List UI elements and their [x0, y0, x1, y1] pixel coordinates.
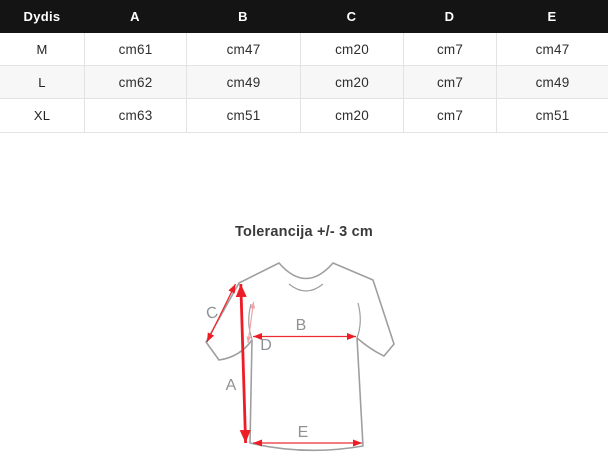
value-cell: cm7: [403, 66, 496, 99]
tshirt-outline-icon: [205, 262, 395, 452]
value-cell: cm47: [496, 33, 608, 66]
label-e: E: [298, 424, 309, 441]
value-cell: cm20: [300, 66, 403, 99]
label-b: B: [296, 317, 307, 334]
label-d: D: [260, 337, 272, 354]
label-a: A: [226, 377, 237, 394]
value-cell: cm20: [300, 99, 403, 132]
table-row-xl: XL cm63 cm51 cm20 cm7 cm51: [0, 99, 608, 132]
value-cell: cm62: [84, 66, 186, 99]
label-c: C: [204, 304, 219, 323]
measure-arrow-a: [235, 283, 251, 444]
col-header-b: B: [238, 9, 248, 24]
collar-stitch-line: [288, 283, 324, 292]
size-label: XL: [33, 108, 51, 123]
col-header-e: E: [547, 9, 557, 24]
value-cell: cm63: [84, 99, 186, 132]
measure-arrow-c: [206, 283, 237, 343]
col-header-c: C: [346, 9, 357, 24]
size-table: Dydis A B C D E M cm61 cm47 cm20 cm7 cm4…: [0, 0, 608, 133]
value-cell: cm47: [186, 33, 300, 66]
value-cell: cm51: [496, 99, 608, 132]
value-cell: cm49: [186, 66, 300, 99]
value-cell: cm7: [403, 33, 496, 66]
tshirt-diagram-svg: C B D A E: [204, 262, 395, 452]
col-header-d: D: [444, 9, 455, 24]
right-armhole-seam: [356, 302, 361, 339]
value-cell: cm49: [496, 66, 608, 99]
tshirt-measurement-diagram: C B D A E: [184, 248, 424, 471]
value-cell: cm51: [186, 99, 300, 132]
value-cell: cm7: [403, 99, 496, 132]
tolerance-note: Tolerancija +/- 3 cm: [235, 224, 373, 240]
col-header-dydis: Dydis: [23, 9, 61, 24]
table-header-row: Dydis A B C D E: [0, 0, 608, 33]
col-header-a: A: [130, 9, 140, 24]
value-cell: cm20: [300, 33, 403, 66]
size-label: M: [0, 33, 84, 66]
size-label: L: [0, 66, 84, 99]
table-row-m: M cm61 cm47 cm20 cm7 cm47: [0, 33, 608, 66]
table-row-l: L cm62 cm49 cm20 cm7 cm49: [0, 66, 608, 99]
value-cell: cm61: [84, 33, 186, 66]
